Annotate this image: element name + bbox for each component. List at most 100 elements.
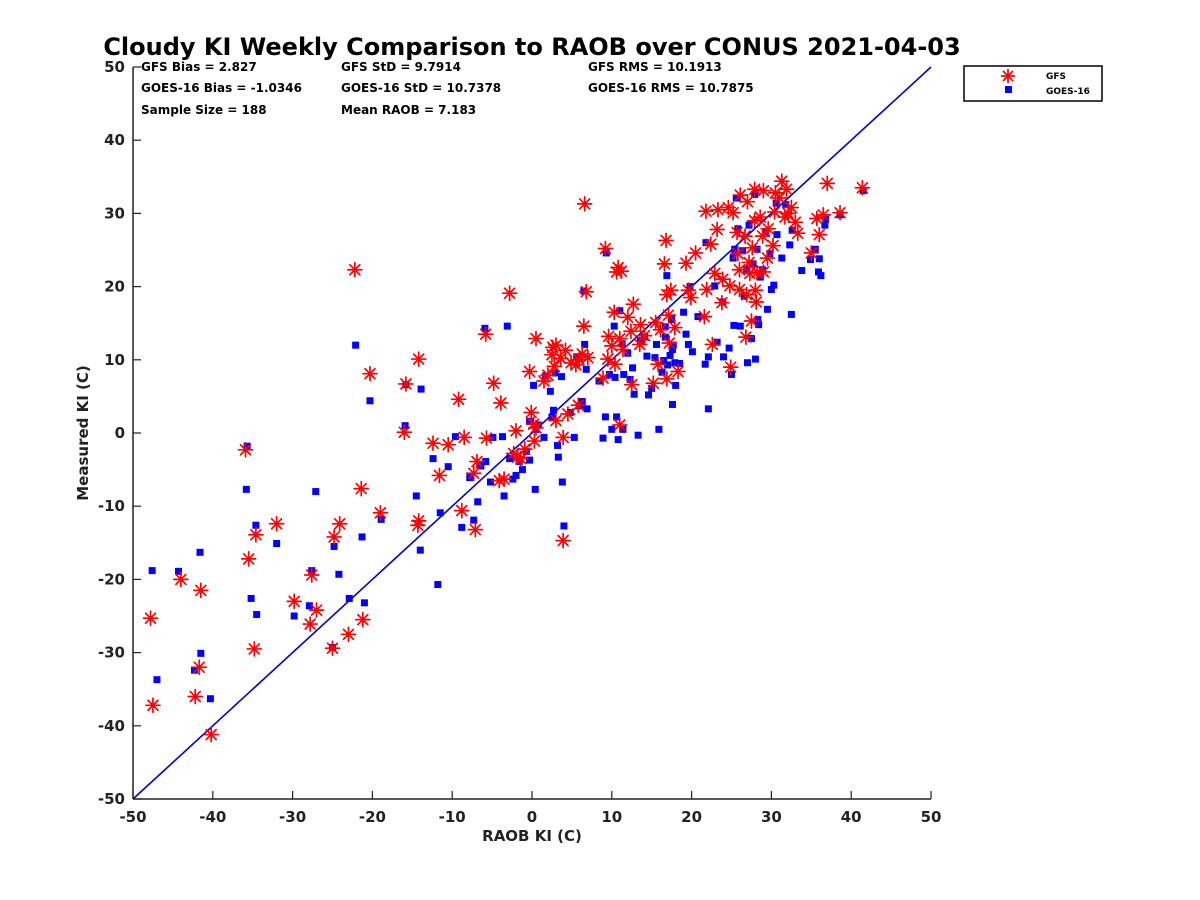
gfs-point xyxy=(576,318,592,334)
gfs-point xyxy=(656,256,673,272)
gfs-point xyxy=(540,367,556,384)
plot-area xyxy=(132,66,932,800)
gfs-point xyxy=(372,504,389,521)
goes-point xyxy=(174,567,182,575)
x-axis-ticks: -50 -40 -30 -20 -10 0 10 20 30 40 50 xyxy=(119,791,941,826)
gfs-point xyxy=(145,697,161,714)
gfs-point xyxy=(710,201,726,218)
gfs-point xyxy=(440,436,457,453)
goes-point xyxy=(345,594,353,602)
goes-point xyxy=(605,370,613,378)
goes-point xyxy=(736,322,744,330)
goes-point xyxy=(416,546,424,554)
legend: GFS GOES-16 xyxy=(963,65,1103,102)
y-tick-label: 40 xyxy=(104,131,125,149)
gfs-point xyxy=(508,422,524,439)
goes-point xyxy=(754,316,762,324)
gfs-point xyxy=(331,515,348,532)
x-tick-label: -50 xyxy=(119,808,146,826)
goes-point xyxy=(713,338,721,346)
legend-gfs-marker xyxy=(1000,68,1016,84)
gfs-point xyxy=(453,502,470,519)
gfs-point xyxy=(747,282,764,299)
gfs-point xyxy=(576,196,593,212)
gfs-point xyxy=(248,526,264,543)
goes-point xyxy=(560,522,568,530)
goes-point xyxy=(686,283,694,291)
gfs-point xyxy=(731,261,748,278)
gfs-point xyxy=(706,265,723,282)
goes-point xyxy=(458,523,466,531)
gfs-point xyxy=(528,420,544,436)
x-tick-label: 40 xyxy=(841,808,862,826)
gfs-point xyxy=(819,175,836,192)
gfs-point xyxy=(773,173,790,190)
gfs-point xyxy=(501,285,518,302)
gfs-point xyxy=(557,342,574,359)
gfs-point xyxy=(574,346,591,362)
goes-point xyxy=(767,286,775,294)
goes-point xyxy=(531,485,539,493)
goes-point xyxy=(608,425,616,433)
gfs-point xyxy=(173,571,189,588)
goes-point xyxy=(786,241,794,249)
goes-point xyxy=(509,475,517,483)
x-tick-label: -30 xyxy=(279,808,306,826)
stats-block: GFS Bias = 2.827 GOES-16 Bias = -1.0346 … xyxy=(141,60,754,117)
gfs-point xyxy=(555,429,571,446)
goes-point xyxy=(626,376,634,384)
gfs-point xyxy=(354,611,371,628)
goes-point xyxy=(503,322,511,330)
x-tick-label: 0 xyxy=(527,808,537,826)
goes-point xyxy=(652,340,660,348)
gfs-point xyxy=(478,430,495,446)
gfs-point xyxy=(326,529,342,545)
gfs-point xyxy=(396,424,413,441)
goes-point xyxy=(366,397,374,405)
goes-point xyxy=(680,308,688,316)
gfs-point xyxy=(516,441,533,457)
gfs-point xyxy=(815,207,832,223)
goes-point xyxy=(655,425,663,433)
goes-series xyxy=(148,187,867,703)
gfs-point xyxy=(192,582,209,599)
gfs-point xyxy=(659,370,675,387)
gfs-point xyxy=(493,395,509,411)
gfs-point xyxy=(755,182,772,199)
goes-point xyxy=(629,364,637,372)
goes-point xyxy=(787,310,795,318)
gfs-point xyxy=(528,330,544,347)
goes-point xyxy=(668,400,676,408)
gfs-point xyxy=(744,239,761,256)
gfs-point xyxy=(787,214,804,231)
gfs-point xyxy=(552,350,569,367)
goes-point xyxy=(815,255,823,263)
goes-point xyxy=(672,381,680,389)
goes-point xyxy=(614,436,622,444)
gfs-point xyxy=(456,429,473,446)
goes-point xyxy=(554,453,562,461)
goes-point xyxy=(814,268,822,276)
goes-point xyxy=(610,322,618,330)
gfs-point xyxy=(599,351,616,367)
gfs-point xyxy=(570,397,587,414)
y-tick-label: 50 xyxy=(104,58,125,76)
gfs-point xyxy=(755,264,772,280)
goes-point xyxy=(728,370,735,378)
y-tick-label: -50 xyxy=(98,790,125,808)
gfs-point xyxy=(632,316,649,333)
goes-point xyxy=(451,433,459,441)
goes-point xyxy=(305,602,313,610)
goes-point xyxy=(515,458,523,466)
goes-point xyxy=(755,321,763,329)
goes-point xyxy=(498,433,506,441)
goes-point xyxy=(243,442,251,450)
goes-point xyxy=(725,344,733,352)
goes-point xyxy=(770,281,778,289)
goes-point xyxy=(651,354,659,362)
goes-point xyxy=(763,305,771,313)
gfs-point xyxy=(789,225,806,242)
gfs-point xyxy=(714,294,730,311)
gfs-point xyxy=(398,376,414,392)
goes-point xyxy=(290,612,298,620)
